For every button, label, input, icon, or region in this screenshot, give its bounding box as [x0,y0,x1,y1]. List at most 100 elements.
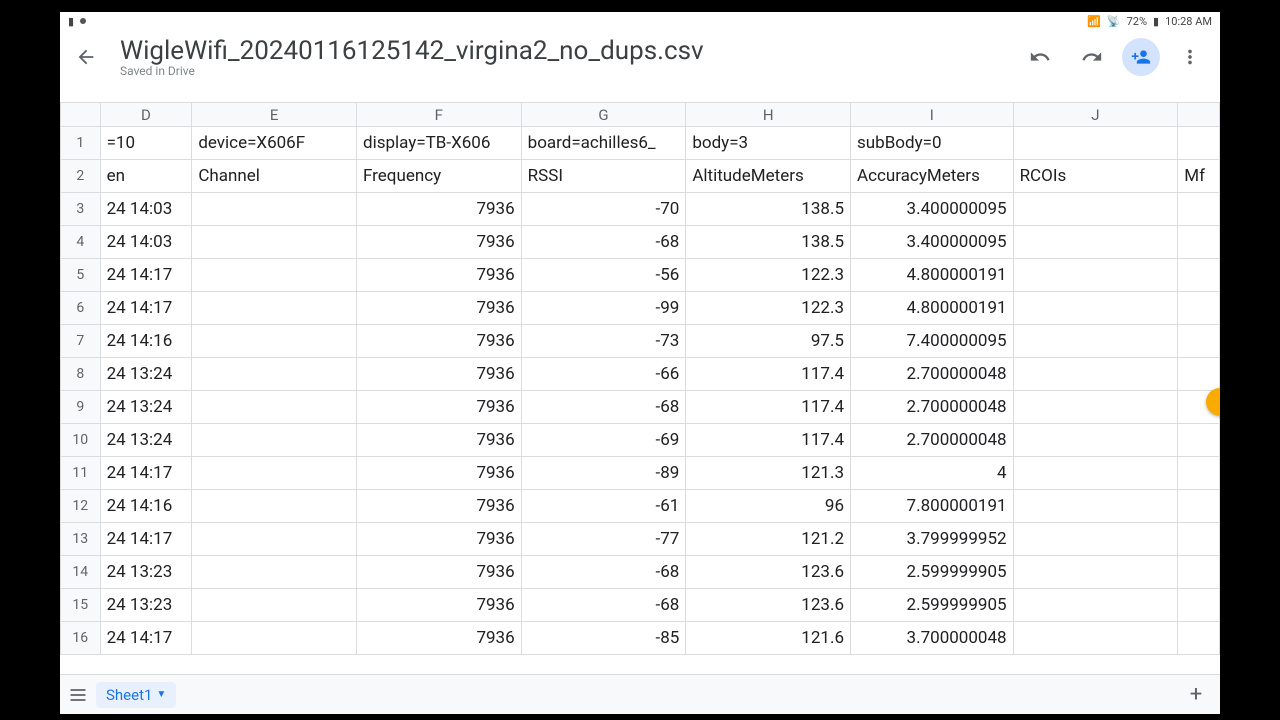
cell[interactable]: 121.2 [686,523,851,556]
cell[interactable]: 7.400000095 [851,325,1014,358]
column-header[interactable]: J [1013,103,1178,127]
document-title[interactable]: WigleWifi_20240116125142_virgina2_no_dup… [120,36,1010,66]
cell[interactable] [1178,457,1220,490]
cell[interactable]: 122.3 [686,259,851,292]
cell[interactable]: -99 [521,292,686,325]
row-number[interactable]: 12 [61,490,101,523]
cell[interactable]: -85 [521,622,686,655]
cell[interactable]: Mf [1178,160,1220,193]
cell[interactable] [1178,292,1220,325]
cell[interactable]: 123.6 [686,589,851,622]
spreadsheet-grid[interactable]: DEFGHIJ 1=10device=X606Fdisplay=TB-X606b… [60,102,1220,674]
cell[interactable] [192,259,357,292]
cell[interactable] [1178,193,1220,226]
cell[interactable] [192,358,357,391]
cell[interactable]: display=TB-X606 [356,127,521,160]
column-header[interactable]: G [521,103,686,127]
cell[interactable] [1013,556,1178,589]
cell[interactable] [192,325,357,358]
cell[interactable]: AccuracyMeters [851,160,1014,193]
cell[interactable] [192,391,357,424]
cell[interactable]: 7.800000191 [851,490,1014,523]
cell[interactable]: -77 [521,523,686,556]
cell[interactable]: 7936 [356,358,521,391]
cell[interactable] [1178,556,1220,589]
cell[interactable]: 3.799999952 [851,523,1014,556]
cell[interactable]: 7936 [356,292,521,325]
cell[interactable]: board=achilles6_ [521,127,686,160]
row-number[interactable]: 7 [61,325,101,358]
cell[interactable] [1013,457,1178,490]
column-header[interactable]: E [192,103,357,127]
cell[interactable]: 7936 [356,490,521,523]
cell[interactable]: 7936 [356,457,521,490]
cell[interactable]: 2.700000048 [851,358,1014,391]
cell[interactable]: 24 14:16 [100,490,192,523]
corner-cell[interactable] [61,103,101,127]
cell[interactable]: 7936 [356,424,521,457]
cell[interactable]: 7936 [356,259,521,292]
cell[interactable]: 7936 [356,556,521,589]
cell[interactable]: 138.5 [686,193,851,226]
cell[interactable]: 7936 [356,325,521,358]
cell[interactable]: 24 13:24 [100,391,192,424]
cell[interactable] [1013,523,1178,556]
cell[interactable] [192,589,357,622]
cell[interactable] [1178,523,1220,556]
cell[interactable]: device=X606F [192,127,357,160]
cell[interactable]: 7936 [356,391,521,424]
cell[interactable] [1013,358,1178,391]
cell[interactable]: 7936 [356,589,521,622]
column-header[interactable]: D [100,103,192,127]
cell[interactable] [1013,622,1178,655]
cell[interactable] [1013,127,1178,160]
cell[interactable]: -68 [521,556,686,589]
cell[interactable]: 24 14:17 [100,622,192,655]
cell[interactable] [192,193,357,226]
cell[interactable] [1013,259,1178,292]
cell[interactable]: -89 [521,457,686,490]
cell[interactable] [192,490,357,523]
cell[interactable]: =10 [100,127,192,160]
cell[interactable] [1178,589,1220,622]
cell[interactable]: RSSI [521,160,686,193]
share-button[interactable] [1122,38,1160,76]
cell[interactable]: -56 [521,259,686,292]
column-header[interactable]: I [851,103,1014,127]
cell[interactable] [192,292,357,325]
cell[interactable]: RCOIs [1013,160,1178,193]
sheet-tab-active[interactable]: Sheet1 ▼ [96,682,176,708]
cell[interactable] [1013,424,1178,457]
all-sheets-button[interactable] [68,685,88,705]
cell[interactable]: 2.599999905 [851,556,1014,589]
cell[interactable] [1178,325,1220,358]
cell[interactable]: 24 13:23 [100,589,192,622]
cell[interactable]: 4.800000191 [851,259,1014,292]
cell[interactable] [1178,358,1220,391]
cell[interactable] [1013,589,1178,622]
cell[interactable]: 24 14:17 [100,259,192,292]
cell[interactable] [1013,193,1178,226]
cell[interactable]: 123.6 [686,556,851,589]
cell[interactable]: 7936 [356,523,521,556]
cell[interactable] [1013,490,1178,523]
row-number[interactable]: 1 [61,127,101,160]
row-number[interactable]: 6 [61,292,101,325]
cell[interactable]: 122.3 [686,292,851,325]
cell[interactable]: 3.400000095 [851,226,1014,259]
cell[interactable]: body=3 [686,127,851,160]
cell[interactable]: -73 [521,325,686,358]
row-number[interactable]: 9 [61,391,101,424]
cell[interactable]: AltitudeMeters [686,160,851,193]
cell[interactable]: -68 [521,589,686,622]
cell[interactable]: 3.400000095 [851,193,1014,226]
cell[interactable]: 3.700000048 [851,622,1014,655]
cell[interactable]: 4.800000191 [851,292,1014,325]
cell[interactable]: 24 14:17 [100,523,192,556]
row-number[interactable]: 16 [61,622,101,655]
cell[interactable] [1013,226,1178,259]
column-header[interactable]: H [686,103,851,127]
cell[interactable] [1013,391,1178,424]
cell[interactable] [192,622,357,655]
cell[interactable]: 24 14:03 [100,226,192,259]
